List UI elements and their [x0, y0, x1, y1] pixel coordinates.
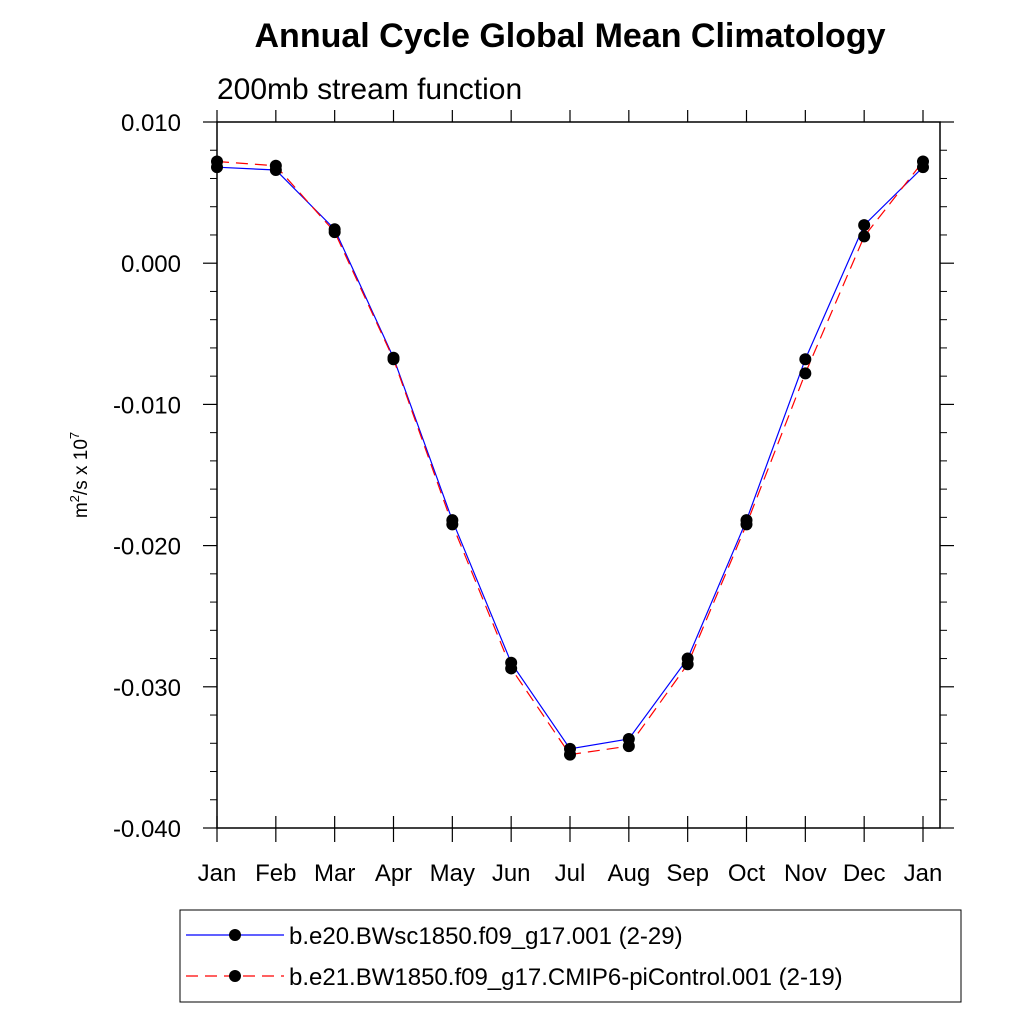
x-tick-label: Mar	[314, 860, 355, 887]
x-tick-label: Aug	[607, 860, 650, 887]
axes: 0.010 0.000 -0.010 -0.020 -0.030 -0.040 Jan Feb…	[113, 110, 954, 887]
y-tick-label: -0.040	[113, 816, 181, 843]
data-point-s2	[917, 155, 929, 168]
x-tick-label: Jan	[198, 860, 237, 887]
y-tick-label: -0.020	[113, 534, 181, 561]
data-point-s2	[328, 226, 341, 239]
x-tick-label: Jun	[492, 860, 531, 887]
series-line-1	[216, 166, 924, 750]
data-point-s2	[211, 155, 223, 168]
series-layer	[211, 155, 929, 761]
x-tick-label: Feb	[255, 860, 296, 887]
x-tick-label: Sep	[666, 860, 709, 887]
chart-title: Annual Cycle Global Mean Climatology	[255, 17, 886, 55]
x-tick-label: May	[430, 860, 475, 887]
data-point-s2	[799, 367, 812, 380]
x-tick-label: Dec	[843, 860, 886, 887]
y-tick-label: 0.010	[121, 110, 181, 137]
data-point-s2	[858, 230, 871, 243]
data-point-s2	[269, 159, 282, 172]
y-tick-label: 0.000	[121, 251, 181, 278]
legend-marker-1	[229, 929, 241, 941]
data-point-s2	[564, 748, 576, 761]
chart-subtitle: 200mb stream function	[217, 73, 522, 106]
x-tick-label: Jan	[904, 860, 943, 887]
y-tick-label: -0.030	[113, 675, 181, 702]
legend-label-1: b.e20.BWsc1850.f09_g17.001 (2-29)	[289, 923, 683, 950]
series-line-2	[216, 160, 924, 756]
data-point-s2	[446, 518, 459, 531]
data-point-s2	[681, 658, 694, 671]
y-axis-label: m2/s x 107	[67, 432, 92, 518]
data-point-s2	[505, 662, 518, 675]
data-point-s1	[799, 353, 812, 366]
x-tick-label: Nov	[784, 860, 827, 887]
x-tick-label: Jul	[555, 860, 586, 887]
legend-box	[179, 909, 962, 1003]
data-point-s2	[740, 518, 753, 531]
legend-marker-2	[229, 970, 241, 982]
data-point-s2	[622, 740, 635, 753]
y-tick-label: -0.010	[113, 392, 181, 419]
plot-frame	[216, 121, 941, 829]
x-tick-label: Apr	[375, 860, 412, 887]
x-tick-label: Oct	[728, 860, 766, 887]
data-point-s1	[858, 219, 871, 232]
legend-label-2: b.e21.BW1850.f09_g17.CMIP6-piControl.001…	[289, 964, 843, 991]
data-point-s2	[387, 353, 400, 366]
legend: b.e20.BWsc1850.f09_g17.001 (2-29) b.e21.B…	[186, 923, 843, 991]
